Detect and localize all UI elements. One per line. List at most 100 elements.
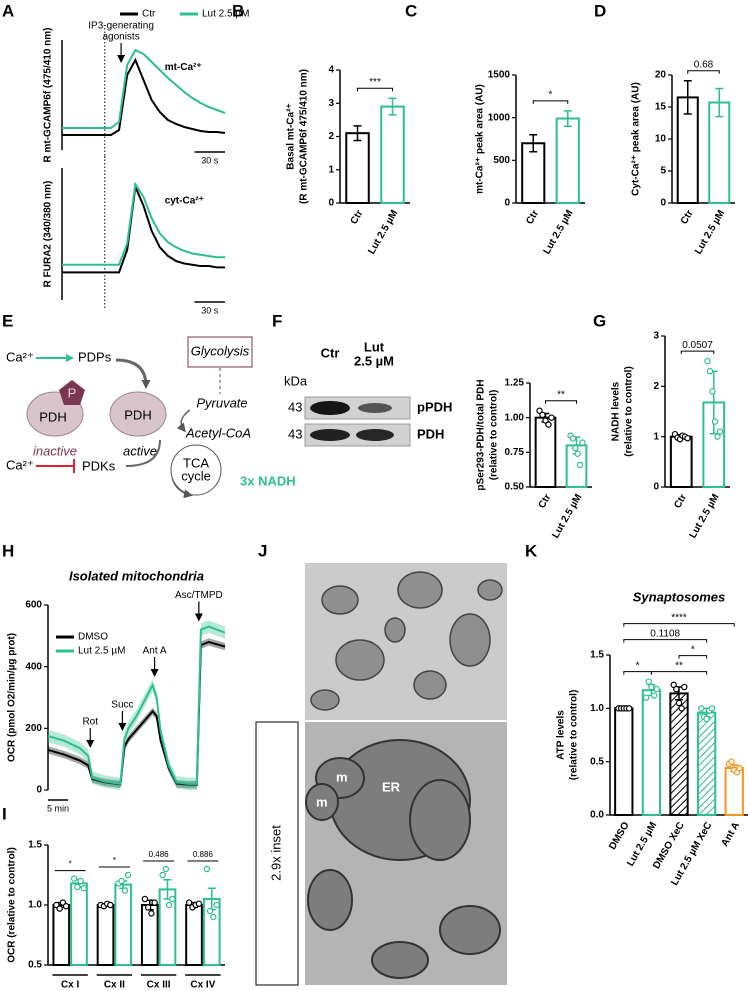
y-axis-label: R FURA2 (340/380 nm) bbox=[43, 181, 54, 288]
significance-label: * bbox=[691, 644, 695, 655]
y-axis-label: mt-Ca²⁺ peak area (AU) bbox=[475, 84, 486, 194]
y-axis-label: NADH levels bbox=[611, 381, 622, 441]
y-tick-label: 1.00 bbox=[505, 412, 525, 423]
y-axis-label: (relative to control) bbox=[624, 366, 635, 457]
y-axis-label: (relative to control) bbox=[569, 690, 580, 781]
data-point bbox=[673, 685, 680, 693]
y-tick-label: 1.5 bbox=[590, 650, 604, 661]
y-tick-label: 1.0 bbox=[28, 900, 42, 911]
y-tick-label: 4 bbox=[328, 65, 334, 76]
panel-label: B bbox=[232, 1, 244, 20]
y-tick-label: 0.5 bbox=[590, 756, 604, 767]
data-point bbox=[159, 871, 166, 879]
bar bbox=[708, 101, 731, 204]
legend-label: Ctr bbox=[142, 9, 156, 20]
data-point bbox=[56, 905, 63, 912]
scale-bar-label: 30 s bbox=[201, 305, 219, 315]
y-axis-label: Basal mt-Ca²⁺ bbox=[286, 103, 297, 169]
significance-bracket bbox=[678, 655, 708, 659]
group-label: 0.886 bbox=[193, 850, 214, 859]
significance-bracket bbox=[532, 100, 569, 104]
y-axis-label: (R mt-GCAMP6f 475/410 nm) bbox=[299, 69, 310, 204]
data-point bbox=[169, 895, 176, 903]
diagram-text: TCA bbox=[183, 455, 209, 470]
blot-lane: Ctr bbox=[321, 345, 340, 360]
line bbox=[62, 183, 225, 274]
data-point bbox=[185, 899, 193, 906]
panel-label: C bbox=[405, 1, 417, 20]
data-point bbox=[650, 692, 658, 699]
data-point bbox=[165, 901, 173, 909]
data-point bbox=[141, 895, 149, 903]
group-label: * bbox=[113, 856, 116, 865]
y-tick-label: 400 bbox=[25, 661, 42, 672]
diagram-text: Ca²⁺ bbox=[6, 457, 34, 472]
panel-label: E bbox=[2, 311, 13, 330]
significance-bracket bbox=[687, 70, 720, 74]
bar bbox=[696, 711, 717, 816]
line bbox=[62, 57, 226, 136]
significance-label: * bbox=[549, 89, 553, 100]
x-tick-label: Ctr bbox=[537, 492, 554, 510]
significance-label: **** bbox=[671, 612, 687, 623]
panel-label: A bbox=[2, 1, 14, 20]
y-tick-label: 200 bbox=[25, 723, 42, 734]
panel-label: K bbox=[525, 541, 538, 560]
bar bbox=[641, 689, 662, 817]
y-tick-label: 0 bbox=[328, 198, 334, 209]
data-point bbox=[80, 885, 88, 892]
x-tick-label: Lut 2.5 µM bbox=[542, 208, 576, 256]
data-point bbox=[162, 865, 170, 873]
data-point bbox=[70, 875, 78, 882]
y-tick-label: 2 bbox=[653, 381, 659, 392]
data-point bbox=[698, 705, 705, 712]
data-point bbox=[576, 461, 584, 469]
diagram-text: 3x NADH bbox=[240, 473, 296, 488]
y-tick-label: 0 bbox=[504, 198, 510, 209]
data-point bbox=[151, 899, 158, 906]
panel-label: H bbox=[2, 541, 14, 560]
y-axis-label: Cyt-Ca²⁺ peak area (AU) bbox=[631, 82, 642, 196]
x-tick-label: Cx I bbox=[61, 980, 80, 991]
y-axis-label: R mt-GCAMP6f (475/410 nm) bbox=[43, 27, 54, 162]
data-point bbox=[572, 444, 579, 452]
diagram-arrow bbox=[171, 477, 193, 499]
y-tick-label: 0.0 bbox=[590, 810, 604, 821]
data-point bbox=[569, 435, 577, 442]
data-point bbox=[121, 887, 129, 894]
significance-bracket bbox=[357, 87, 393, 92]
trace-label: cyt-Ca²⁺ bbox=[165, 196, 204, 207]
significance-bracket bbox=[545, 400, 577, 404]
x-tick-label: Lut 2.5 µM bbox=[366, 208, 400, 256]
blot-lane: Lut bbox=[364, 339, 385, 354]
data-point bbox=[210, 913, 217, 921]
significance-label: ** bbox=[557, 389, 565, 400]
y-tick-label: 0 bbox=[36, 785, 42, 796]
x-tick-label: Lut 2.5 µM bbox=[688, 492, 722, 540]
data-point bbox=[645, 678, 652, 685]
bar bbox=[724, 767, 744, 816]
blot-size: 43 bbox=[288, 426, 302, 441]
bar bbox=[614, 707, 634, 816]
blot-target: pPDH bbox=[417, 399, 452, 414]
line bbox=[62, 48, 226, 129]
em-label: m bbox=[316, 794, 328, 809]
data-point bbox=[548, 414, 555, 421]
y-tick-label: 15 bbox=[655, 102, 667, 113]
bar bbox=[52, 904, 71, 966]
em-texture bbox=[310, 571, 503, 711]
bar bbox=[114, 883, 133, 966]
panel-label: G bbox=[593, 311, 606, 330]
y-tick-label: 0.50 bbox=[505, 482, 525, 493]
y-axis-label: ATP levels bbox=[556, 710, 567, 760]
scale-bar-label: 30 s bbox=[201, 155, 219, 165]
em-texture bbox=[305, 739, 501, 979]
x-tick-label: Cx IV bbox=[190, 980, 215, 991]
diagram-text: cycle bbox=[181, 468, 211, 483]
data-point bbox=[708, 705, 716, 712]
chart-title: Isolated mitochondria bbox=[69, 568, 204, 583]
diagram-arrow bbox=[125, 439, 161, 467]
y-tick-label: 1500 bbox=[488, 70, 511, 81]
x-tick-label: Cx III bbox=[147, 980, 171, 991]
data-point bbox=[648, 683, 655, 691]
